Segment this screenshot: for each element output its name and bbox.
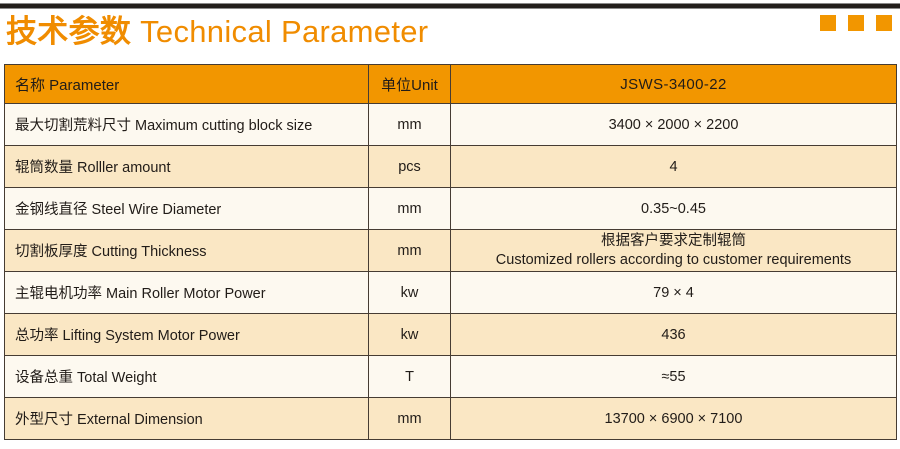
cell-unit: mm	[368, 229, 451, 272]
table-row: 切割板厚度 Cutting Thickness mm 根据客户要求定制辊筒 Cu…	[4, 229, 897, 272]
cell-unit: kw	[368, 313, 451, 356]
cell-unit: T	[368, 355, 451, 398]
cell-value: 3400 × 2000 × 2200	[450, 103, 897, 146]
table-row: 主辊电机功率 Main Roller Motor Power kw 79 × 4	[4, 271, 897, 314]
cell-unit: kw	[368, 271, 451, 314]
cell-parameter: 设备总重 Total Weight	[4, 355, 369, 398]
cell-value-chinese: 根据客户要求定制辊筒	[601, 233, 746, 250]
cell-value: 0.35~0.45	[450, 187, 897, 230]
table-row: 设备总重 Total Weight T ≈55	[4, 355, 897, 398]
table-row: 金钢线直径 Steel Wire Diameter mm 0.35~0.45	[4, 187, 897, 230]
cell-parameter: 最大切割荒料尺寸 Maximum cutting block size	[4, 103, 369, 146]
page-header: 技术参数 Technical Parameter	[0, 10, 900, 58]
table-row: 最大切割荒料尺寸 Maximum cutting block size mm 3…	[4, 103, 897, 146]
cell-value: 79 × 4	[450, 271, 897, 314]
cell-unit: mm	[368, 187, 451, 230]
column-header-model: JSWS-3400-22	[450, 64, 897, 104]
table-row: 总功率 Lifting System Motor Power kw 436	[4, 313, 897, 356]
table-header-row: 名称 Parameter 单位Unit JSWS-3400-22	[4, 64, 897, 104]
cell-value: 4	[450, 145, 897, 188]
top-rule-divider	[0, 3, 900, 9]
decorative-squares	[820, 15, 892, 31]
square-icon	[848, 15, 864, 31]
cell-unit: mm	[368, 103, 451, 146]
cell-parameter: 金钢线直径 Steel Wire Diameter	[4, 187, 369, 230]
page-title-english: Technical Parameter	[140, 14, 429, 49]
square-icon	[820, 15, 836, 31]
cell-value: 13700 × 6900 × 7100	[450, 397, 897, 440]
cell-unit: pcs	[368, 145, 451, 188]
column-header-unit: 单位Unit	[368, 64, 451, 104]
cell-parameter: 总功率 Lifting System Motor Power	[4, 313, 369, 356]
table-header: 名称 Parameter 单位Unit JSWS-3400-22	[4, 64, 897, 104]
page-title: 技术参数 Technical Parameter	[6, 10, 428, 54]
cell-parameter: 切割板厚度 Cutting Thickness	[4, 229, 369, 272]
cell-value-english: Customized rollers according to customer…	[495, 251, 852, 268]
cell-value: ≈55	[450, 355, 897, 398]
table-body: 最大切割荒料尺寸 Maximum cutting block size mm 3…	[4, 103, 897, 440]
cell-parameter: 辊筒数量 Rolller amount	[4, 145, 369, 188]
cell-value: 436	[450, 313, 897, 356]
table-row: 辊筒数量 Rolller amount pcs 4	[4, 145, 897, 188]
cell-value: 根据客户要求定制辊筒 Customized rollers according …	[450, 229, 897, 272]
page-title-chinese: 技术参数	[6, 14, 132, 49]
cell-unit: mm	[368, 397, 451, 440]
cell-parameter: 外型尺寸 External Dimension	[4, 397, 369, 440]
cell-parameter: 主辊电机功率 Main Roller Motor Power	[4, 271, 369, 314]
technical-parameter-table: 名称 Parameter 单位Unit JSWS-3400-22 最大切割荒料尺…	[4, 64, 897, 440]
table-row: 外型尺寸 External Dimension mm 13700 × 6900 …	[4, 397, 897, 440]
square-icon	[876, 15, 892, 31]
column-header-parameter: 名称 Parameter	[4, 64, 369, 104]
